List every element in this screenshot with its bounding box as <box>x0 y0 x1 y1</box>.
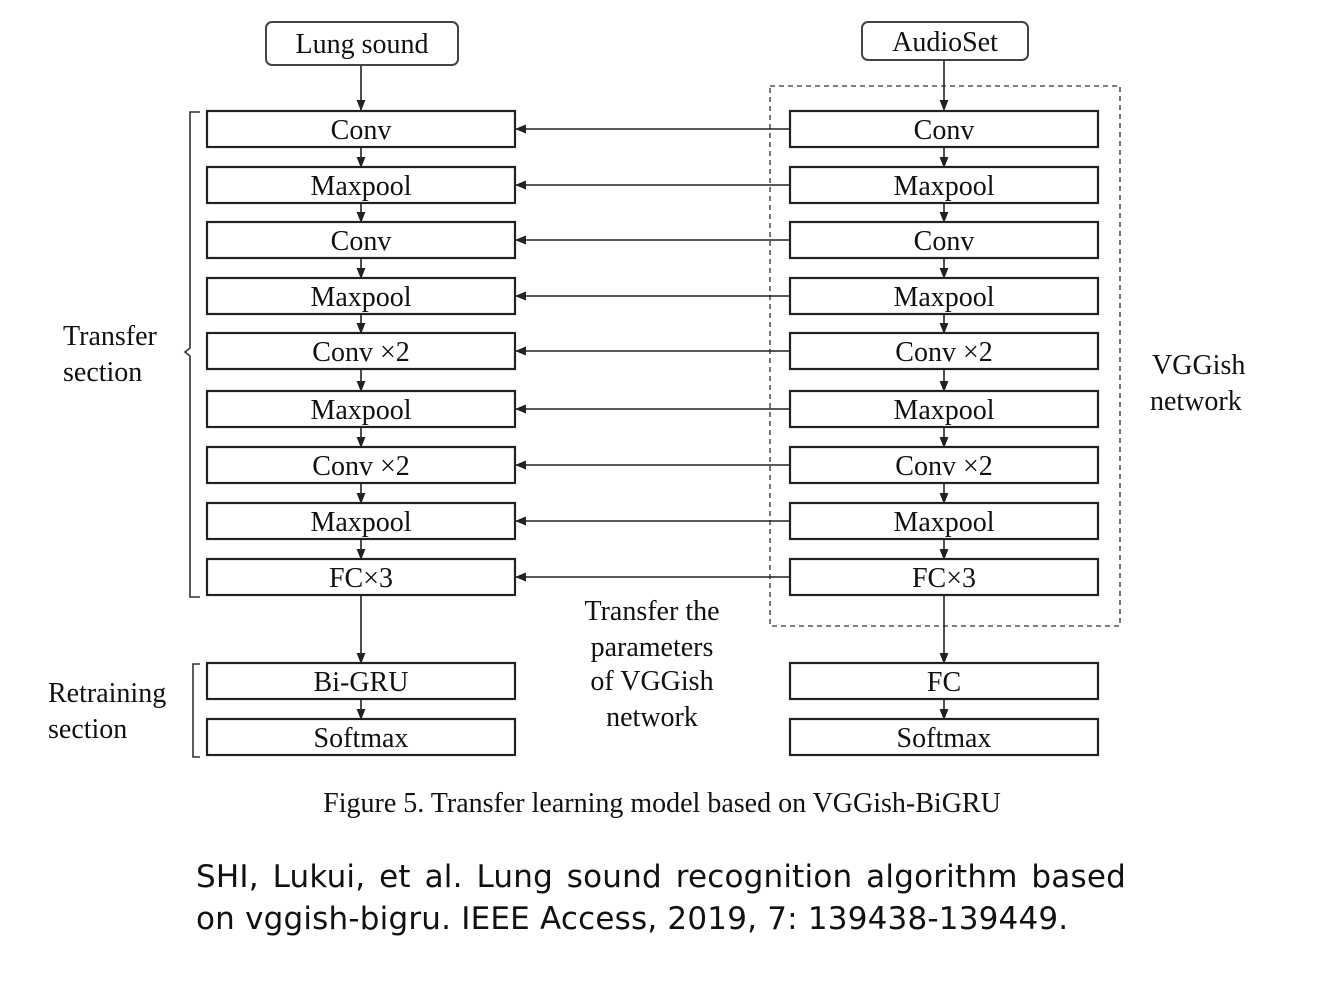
left-layer-5-box <box>205 331 517 371</box>
left-head-2-label: Softmax <box>314 723 409 754</box>
left-head-1: Bi-GRU <box>205 661 517 701</box>
right-network-layers: Conv Maxpool Conv Maxpool Conv ×2 Maxpool Conv… <box>788 61 1100 757</box>
transfer-params-label-line3: of VGGish <box>590 666 713 697</box>
right-layer-1-box <box>788 109 1100 149</box>
right-layer-2-label: Maxpool <box>893 171 994 202</box>
right-layer-7-label: Conv ×2 <box>895 451 992 482</box>
left-layer-1-label: Conv <box>331 115 392 146</box>
right-layer-5-label: Conv ×2 <box>895 337 992 368</box>
left-layer-3-label: Conv <box>331 226 392 257</box>
lung-sound-label: Lung sound <box>296 29 429 60</box>
transfer-section-label-line1: Transfer <box>63 321 158 352</box>
left-layer-5: Conv ×2 <box>205 331 517 371</box>
left-layer-6-label: Maxpool <box>310 395 411 426</box>
figure-caption: Figure 5. Transfer learning model based … <box>323 788 1001 819</box>
right-layer-6-label: Maxpool <box>893 395 994 426</box>
left-layer-3: Conv <box>205 220 517 260</box>
retraining-section-label-line1: Retraining <box>48 678 166 709</box>
left-head-2-box <box>205 717 517 757</box>
vggish-network-boundary <box>769 85 1121 627</box>
right-layer-4-box <box>788 276 1100 316</box>
audioset-label: AudioSet <box>892 27 998 58</box>
left-layer-4: Maxpool <box>205 276 517 316</box>
left-layer-2-label: Maxpool <box>310 171 411 202</box>
transfer-params-label-line1: Transfer the <box>584 596 719 627</box>
left-layer-5-label: Conv ×2 <box>312 337 409 368</box>
left-layer-9-label: FC×3 <box>329 563 393 594</box>
right-head-2: Softmax <box>788 717 1100 757</box>
right-layer-4-label: Maxpool <box>893 282 994 313</box>
retraining-section-bracket <box>192 663 200 758</box>
right-head-1-label: FC <box>927 667 961 698</box>
left-layer-7-label: Conv ×2 <box>312 451 409 482</box>
right-layer-8-box <box>788 501 1100 541</box>
left-layer-1: Conv <box>205 109 517 149</box>
right-layer-3-label: Conv <box>914 226 975 257</box>
right-layer-9-label: FC×3 <box>912 563 976 594</box>
right-layer-1: Conv <box>788 109 1100 149</box>
left-head-1-label: Bi-GRU <box>314 667 409 698</box>
left-layer-8-label: Maxpool <box>310 507 411 538</box>
left-head-2: Softmax <box>205 717 517 757</box>
transfer-section-label-line2: section <box>63 357 142 388</box>
right-layer-6: Maxpool <box>788 389 1100 429</box>
right-head-2-label: Softmax <box>897 723 992 754</box>
left-layer-2: Maxpool <box>205 165 517 205</box>
right-head-1: FC <box>788 661 1100 701</box>
retraining-section-label-line2: section <box>48 714 127 745</box>
left-layer-6: Maxpool <box>205 389 517 429</box>
right-layer-9: FC×3 <box>788 557 1100 597</box>
lung-sound-input: Lung sound <box>265 21 459 66</box>
vggish-network-label-line1: VGGish <box>1152 350 1245 381</box>
right-layer-4: Maxpool <box>788 276 1100 316</box>
transfer-arrows <box>514 124 790 582</box>
left-layer-4-label: Maxpool <box>310 282 411 313</box>
right-layer-1-label: Conv <box>914 115 975 146</box>
right-layer-2: Maxpool <box>788 165 1100 205</box>
right-layer-5: Conv ×2 <box>788 331 1100 371</box>
right-layer-8-label: Maxpool <box>893 507 994 538</box>
left-network-layers: Conv Maxpool Conv Maxpool Conv ×2 Maxpool Conv… <box>205 66 517 757</box>
left-layer-6-box <box>205 389 517 429</box>
right-layer-8: Maxpool <box>788 501 1100 541</box>
left-layer-8: Maxpool <box>205 501 517 541</box>
left-layer-7: Conv ×2 <box>205 445 517 485</box>
left-layer-9: FC×3 <box>205 557 517 597</box>
right-layer-3: Conv <box>788 220 1100 260</box>
right-layer-7: Conv ×2 <box>788 445 1100 485</box>
left-layer-2-box <box>205 165 517 205</box>
transfer-section-bracket <box>183 111 200 598</box>
vggish-network-label-line2: network <box>1150 386 1242 417</box>
citation-text: SHI, Lukui, et al. Lung sound recognitio… <box>196 859 1126 937</box>
audioset-input: AudioSet <box>861 21 1029 61</box>
transfer-params-label-line4: network <box>606 702 698 733</box>
transfer-params-label-line2: parameters <box>591 632 714 663</box>
